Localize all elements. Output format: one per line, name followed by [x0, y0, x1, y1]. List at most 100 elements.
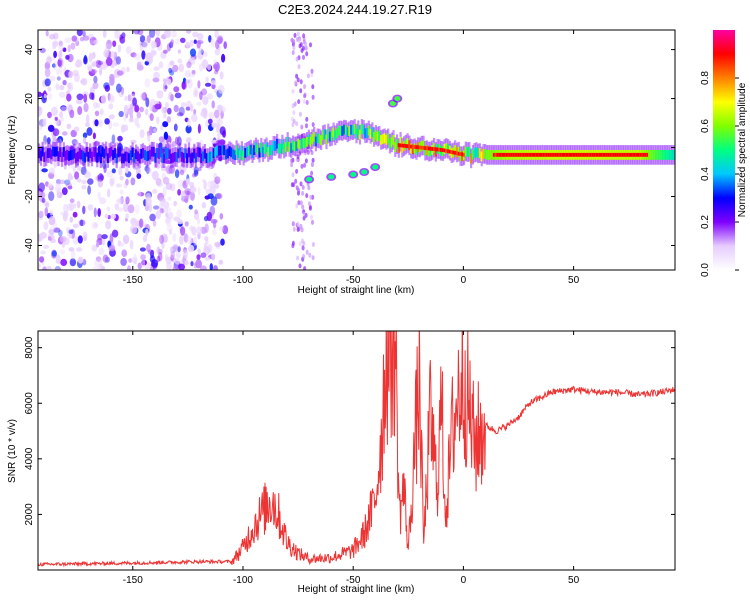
ridge-cell — [318, 133, 321, 144]
ridge-cell — [80, 149, 83, 160]
snr-plot-area — [38, 331, 675, 570]
noise-speckle — [298, 263, 302, 269]
noise-speckle — [188, 204, 193, 210]
ridge-cell — [306, 136, 309, 147]
ridge-core — [434, 147, 437, 152]
noise-speckle — [219, 213, 224, 220]
ridge-cell — [196, 147, 199, 157]
ridge-cell — [388, 138, 392, 149]
ridge-core — [611, 152, 614, 157]
ridge-cell — [397, 143, 400, 153]
ridge-cell — [115, 153, 118, 164]
noise-speckle — [293, 101, 297, 107]
noise-speckle — [214, 193, 222, 199]
ridge-cell — [429, 146, 432, 157]
ridge-cell — [343, 124, 346, 135]
noise-speckle — [82, 132, 88, 139]
ridge-core — [494, 152, 497, 157]
ridge-core — [593, 152, 596, 157]
noise-speckle — [190, 57, 196, 65]
snr-marks — [38, 331, 675, 568]
noise-speckle — [126, 66, 130, 73]
ridge-cell — [228, 146, 231, 156]
noise-speckle — [120, 124, 126, 133]
ridge-cell — [341, 126, 344, 136]
noise-speckle — [153, 66, 160, 71]
noise-speckle — [155, 30, 161, 37]
ridge-cell — [477, 148, 480, 159]
noise-speckle — [139, 247, 146, 252]
noise-speckle — [75, 140, 80, 148]
ridge-core — [492, 152, 496, 157]
ridge-core — [614, 152, 617, 157]
ridge-cell — [357, 125, 360, 136]
noise-speckle — [136, 173, 142, 180]
noise-speckle — [152, 219, 157, 227]
noise-speckle — [93, 207, 97, 218]
noise-speckle — [105, 57, 113, 66]
ridge-cell — [136, 151, 139, 162]
noise-speckle — [295, 203, 299, 209]
noise-speckle — [203, 180, 207, 190]
feature-blob — [328, 174, 335, 180]
noise-speckle — [83, 93, 88, 103]
ridge-cell — [387, 133, 390, 144]
noise-speckle — [125, 213, 129, 220]
noise-speckle — [155, 178, 162, 186]
ridge-cell — [651, 150, 654, 160]
noise-speckle — [43, 221, 49, 231]
noise-speckle — [172, 244, 179, 251]
ridge-core — [457, 151, 460, 156]
noise-speckle — [305, 123, 308, 129]
ridge-cell — [131, 147, 134, 158]
noise-speckle — [69, 109, 75, 119]
noise-speckle — [162, 186, 167, 197]
ridge-cell — [249, 144, 252, 155]
noise-speckle — [117, 197, 125, 205]
noise-speckle — [113, 56, 120, 63]
ridge-core — [510, 152, 513, 157]
y-tick-label: 0 — [24, 144, 35, 150]
noise-speckle — [302, 150, 306, 156]
ridge-cell — [143, 150, 146, 160]
ridge-cell — [295, 141, 298, 152]
ridge-cell — [226, 148, 229, 159]
ridge-cell — [380, 135, 383, 145]
noise-speckle — [108, 114, 115, 120]
spectrogram-y-label: Frequency (Hz) — [7, 116, 18, 185]
noise-speckle — [173, 86, 180, 93]
noise-speckle — [184, 188, 192, 196]
ridge-core — [641, 152, 644, 157]
noise-speckle — [160, 125, 164, 131]
noise-speckle — [165, 160, 172, 165]
noise-speckle — [162, 176, 170, 185]
noise-speckle — [134, 204, 140, 215]
noise-speckle — [57, 57, 64, 68]
ridge-cell — [491, 150, 494, 160]
noise-speckle — [66, 104, 73, 111]
ridge-cell — [99, 153, 102, 164]
noise-speckle — [185, 41, 190, 48]
ridge-cell — [351, 125, 355, 136]
ridge-cell — [182, 152, 185, 163]
noise-speckle — [82, 30, 86, 37]
noise-speckle — [220, 238, 225, 246]
ridge-cell — [457, 146, 460, 157]
ridge-cell — [371, 127, 374, 137]
noise-speckle — [304, 158, 308, 164]
noise-speckle — [59, 117, 65, 122]
ridge-core — [642, 152, 645, 157]
noise-speckle — [68, 229, 74, 235]
ridge-cell — [381, 134, 384, 144]
noise-speckle — [70, 250, 76, 260]
noise-speckle — [166, 116, 172, 123]
noise-speckle — [186, 235, 193, 245]
ridge-core — [397, 143, 400, 148]
noise-speckle — [191, 113, 198, 123]
noise-speckle — [156, 246, 161, 255]
noise-speckle — [309, 42, 312, 48]
noise-speckle — [212, 228, 217, 236]
noise-speckle — [44, 67, 51, 78]
ridge-cell — [242, 150, 245, 161]
